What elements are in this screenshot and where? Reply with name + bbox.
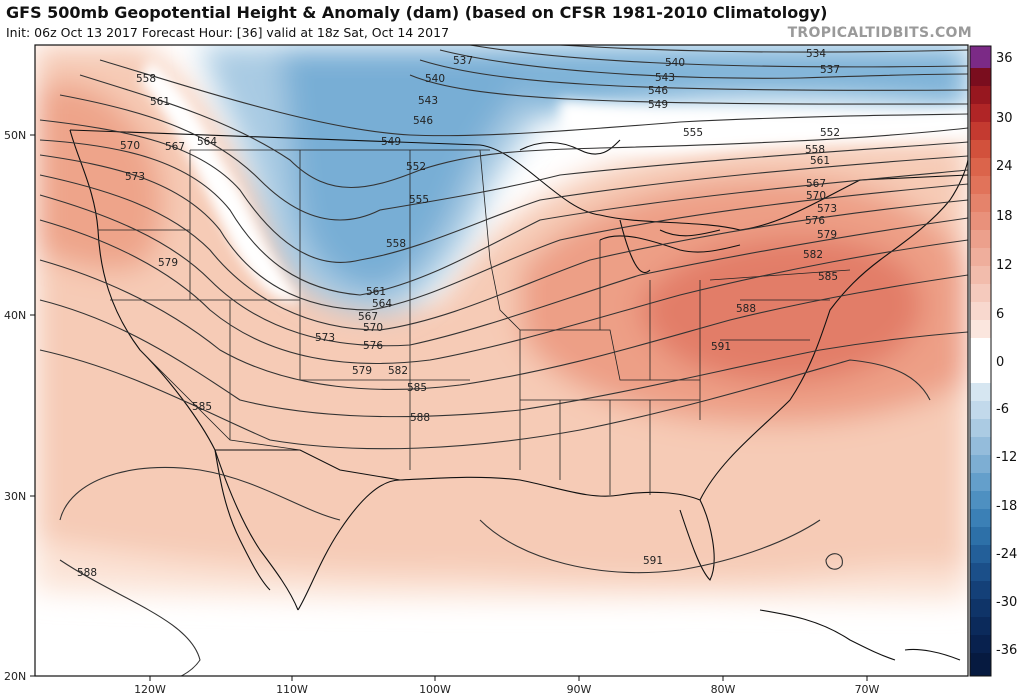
- lat-label: 50N: [4, 129, 26, 142]
- contour-label: 582: [388, 365, 408, 377]
- contour-label: 537: [453, 55, 473, 67]
- anomaly-positive-max: [640, 237, 922, 383]
- contour-label: 573: [315, 332, 335, 344]
- colorbar-tick: 24: [996, 159, 1013, 174]
- contour-label: 552: [820, 127, 840, 139]
- contour-label: 561: [366, 286, 386, 298]
- contour-label: 588: [77, 567, 97, 579]
- colorbar-tick: -36: [996, 643, 1017, 658]
- colorbar: [969, 45, 992, 677]
- lat-label: 20N: [4, 670, 26, 683]
- contour-label: 558: [136, 73, 156, 85]
- contour-label: 555: [683, 127, 703, 139]
- contour-label: 585: [407, 382, 427, 394]
- map-subtitle: Init: 06z Oct 13 2017 Forecast Hour: [36…: [6, 25, 450, 40]
- anomaly-neutral-strip: [560, 100, 968, 152]
- lon-label: 80W: [711, 683, 736, 696]
- contour-label: 540: [425, 73, 445, 85]
- colorbar-tick: -24: [996, 547, 1017, 562]
- cuba: [759, 609, 896, 661]
- contour-label: 534: [806, 48, 826, 60]
- lon-label: 70W: [855, 683, 880, 696]
- contour-label: 579: [352, 365, 372, 377]
- contour-label: 570: [363, 322, 383, 334]
- colorbar-tick: -30: [996, 595, 1017, 610]
- contour-label: 579: [158, 257, 178, 269]
- contour-label: 555: [409, 194, 429, 206]
- east-coast: [699, 159, 968, 501]
- lon-label: 110W: [276, 683, 308, 696]
- contour-label: 582: [803, 249, 823, 261]
- anomaly-positive-light-south: [35, 540, 968, 600]
- colorbar-tick: 18: [996, 209, 1013, 224]
- contour-label: 546: [648, 85, 668, 97]
- contour-label: 576: [805, 215, 825, 227]
- contour-label: 549: [381, 136, 401, 148]
- lon-label: 90W: [567, 683, 592, 696]
- contour-label: 585: [192, 401, 212, 413]
- contour-label: 564: [197, 136, 217, 148]
- west-coast: [69, 129, 299, 611]
- colorbar-tick: -12: [996, 450, 1017, 465]
- contour-label: 591: [643, 555, 663, 567]
- anomaly-negative-north: [520, 45, 968, 115]
- colorbar-tick: -6: [996, 402, 1009, 417]
- contour-label: 591: [711, 341, 731, 353]
- contour-label: 588: [410, 412, 430, 424]
- colorbar-tick: 12: [996, 258, 1013, 273]
- anomaly-positive-west: [35, 82, 164, 271]
- longitude-labels: 120W 110W 100W 90W 80W 70W: [134, 683, 879, 696]
- contour-label: 567: [806, 178, 826, 190]
- contour-label: 561: [150, 96, 170, 108]
- latitude-labels: 50N 40N 30N 20N: [4, 129, 26, 683]
- contour-label: 579: [817, 229, 837, 241]
- contour-label: 573: [817, 203, 837, 215]
- contour-label: 588: [736, 303, 756, 315]
- contour-label: 543: [655, 72, 675, 84]
- contour-label: 537: [820, 64, 840, 76]
- lat-label: 30N: [4, 490, 26, 503]
- great-lakes: [599, 219, 741, 273]
- contour-label: 585: [818, 271, 838, 283]
- contour-label: 543: [418, 95, 438, 107]
- contour-label: 552: [406, 161, 426, 173]
- contour-label: 570: [806, 190, 826, 202]
- contour-label: 564: [372, 298, 392, 310]
- lon-label: 120W: [134, 683, 166, 696]
- colorbar-tick: 36: [996, 51, 1013, 66]
- colorbar-tick: 6: [996, 307, 1004, 322]
- contour-label: 546: [413, 115, 433, 127]
- map-plot-area: 534 537 537 540 540 543 543 546 546 549 …: [35, 45, 968, 676]
- coastlines: [69, 129, 968, 661]
- brand-watermark: TROPICALTIDBITS.COM: [787, 25, 972, 41]
- lon-label: 100W: [419, 683, 451, 696]
- contour-label: 558: [805, 144, 825, 156]
- contour-labels: 534 537 537 540 540 543 543 546 546 549 …: [77, 48, 840, 579]
- contour-label: 549: [648, 99, 668, 111]
- contour-label: 558: [386, 238, 406, 250]
- hispaniola: [904, 648, 961, 661]
- height-contours: [39, 45, 968, 676]
- lat-label: 40N: [4, 309, 26, 322]
- contour-label: 576: [363, 340, 383, 352]
- colorbar-labels: 36 30 24 18 12 6 0 -6 -12 -18 -24 -30 -3…: [996, 51, 1017, 658]
- contour-label: 540: [665, 57, 685, 69]
- map-title: GFS 500mb Geopotential Height & Anomaly …: [6, 3, 828, 22]
- gulf-coast: [297, 476, 715, 611]
- anomaly-neutral-west: [140, 60, 300, 302]
- contour-label: 570: [120, 140, 140, 152]
- contour-label: 573: [125, 171, 145, 183]
- colorbar-tick: 0: [996, 355, 1004, 370]
- contour-label: 567: [165, 141, 185, 153]
- axis-ticks: [30, 134, 868, 681]
- hudson-coast: [519, 139, 621, 155]
- colorbar-tick: 30: [996, 111, 1013, 126]
- anomaly-positive-band: [35, 45, 968, 583]
- contour-label: 567: [358, 311, 378, 323]
- colorbar-tick: -18: [996, 499, 1017, 514]
- state-borders: [69, 129, 968, 495]
- contour-label: 561: [810, 155, 830, 167]
- map-frame: [34, 44, 969, 677]
